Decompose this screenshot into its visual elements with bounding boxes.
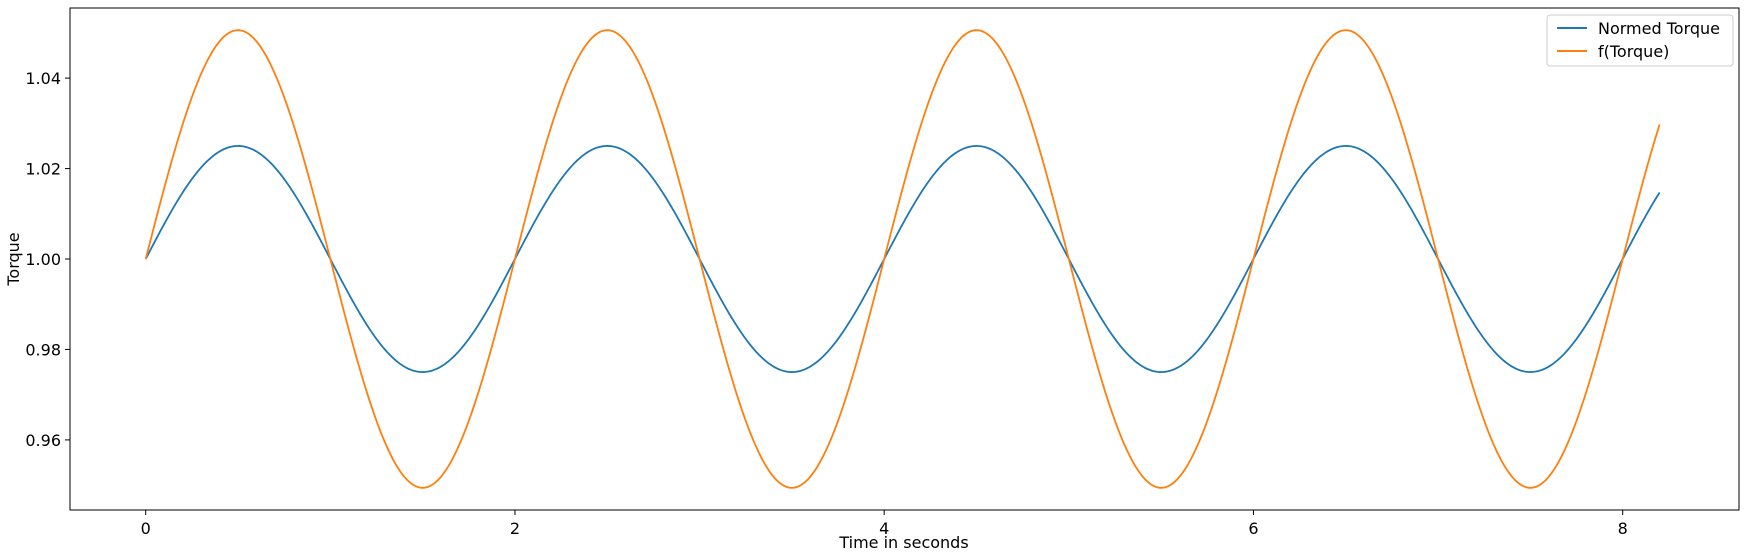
x-tick-label: 4 — [879, 519, 889, 538]
series-layer — [144, 29, 1661, 489]
x-axis-label: Time in seconds — [838, 533, 968, 552]
legend-label-f-torque: f(Torque) — [1598, 42, 1669, 61]
y-tick-label: 0.96 — [25, 431, 61, 450]
y-tick-label: 0.98 — [25, 340, 61, 359]
y-axis-ticks: 0.96 0.98 1.00 1.02 1.04 — [25, 69, 70, 450]
legend: Normed Torque f(Torque) — [1546, 14, 1734, 67]
y-tick-label: 1.02 — [25, 160, 61, 179]
x-tick-label: 2 — [510, 519, 520, 538]
legend-box — [1546, 14, 1734, 67]
x-tick-label: 8 — [1618, 519, 1628, 538]
x-tick-label: 6 — [1248, 519, 1258, 538]
series-line-normed-torque — [144, 145, 1661, 373]
series-line-f-torque — [144, 29, 1661, 489]
y-tick-label: 1.00 — [25, 250, 61, 269]
x-tick-label: 0 — [141, 519, 151, 538]
plot-area — [70, 8, 1739, 510]
y-tick-label: 1.04 — [25, 69, 61, 88]
y-axis-label: Torque — [4, 232, 23, 286]
x-axis-ticks: 0 2 4 6 8 — [141, 510, 1628, 538]
legend-label-normed-torque: Normed Torque — [1598, 19, 1720, 38]
